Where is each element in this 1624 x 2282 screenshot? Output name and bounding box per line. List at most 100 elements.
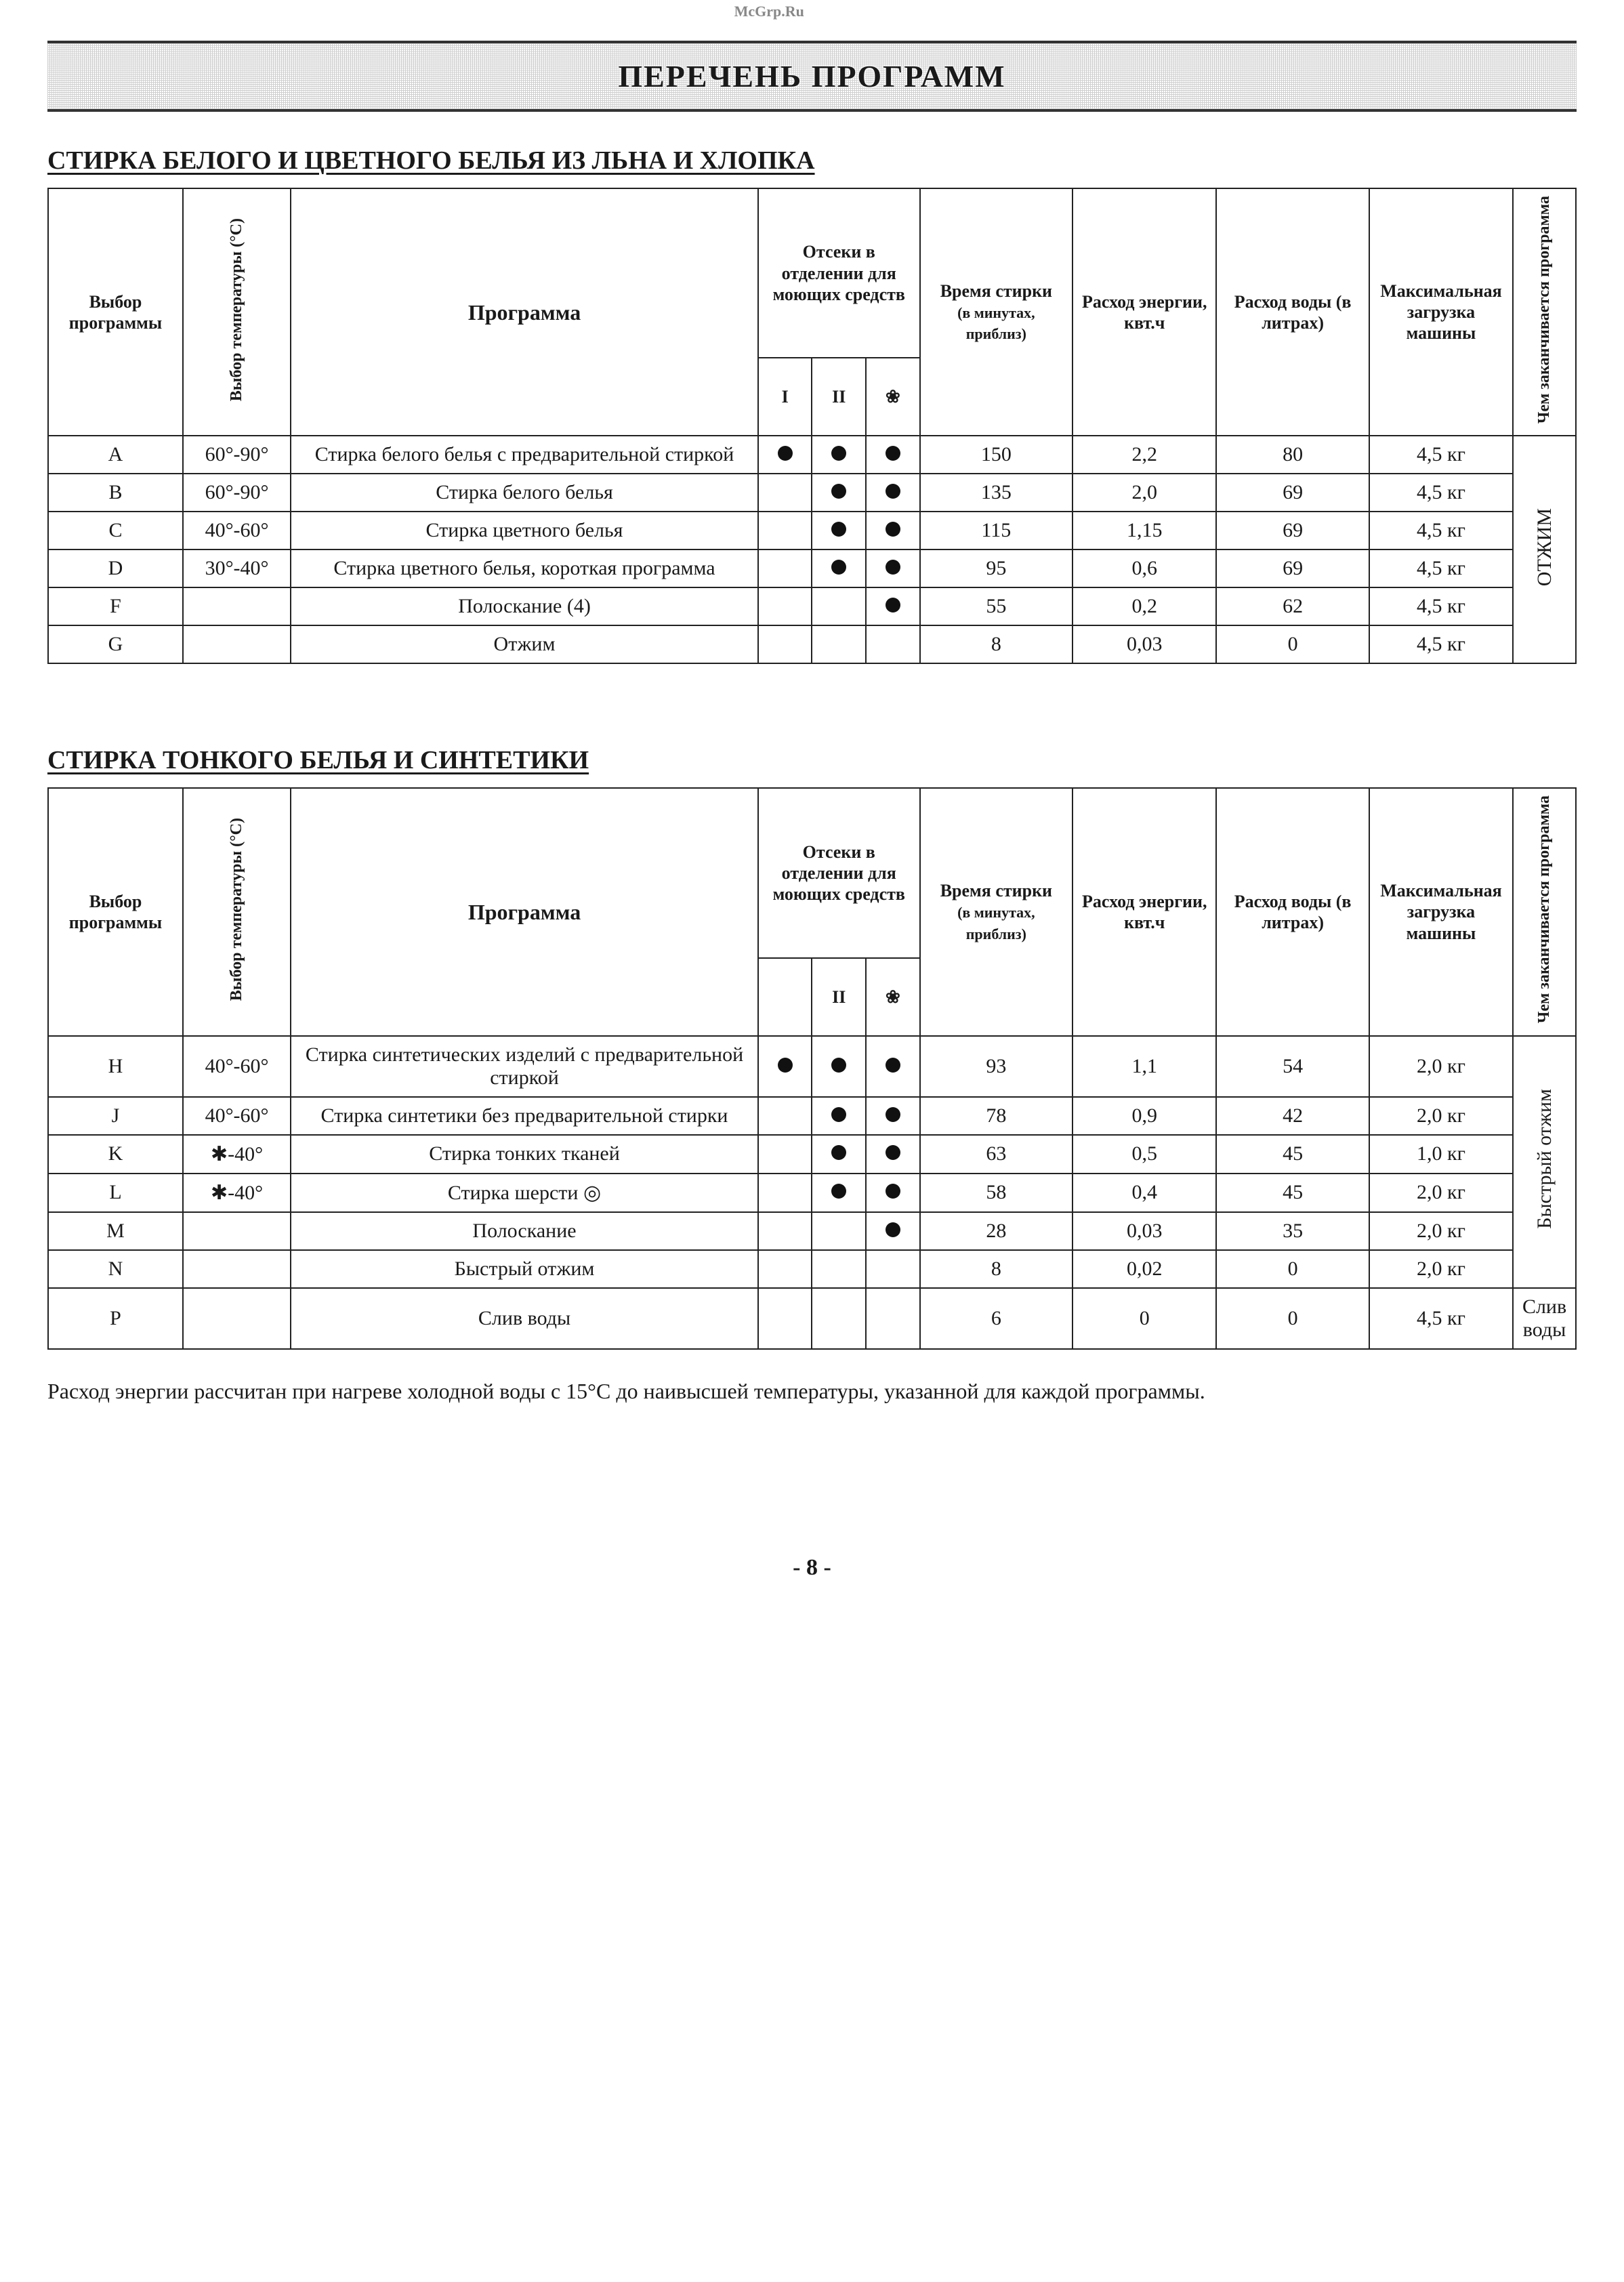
dot-icon: [886, 446, 900, 461]
cell-time: 58: [920, 1174, 1073, 1212]
compartment-cell: [758, 1097, 812, 1135]
dot-icon: [831, 484, 846, 499]
table-row: NБыстрый отжим80,0202,0 кг: [48, 1250, 1576, 1288]
cell-sel: M: [48, 1212, 183, 1250]
dot-icon: [831, 446, 846, 461]
th-prog-sel: Выбор программы: [48, 788, 183, 1035]
page-number: - 8 -: [47, 1555, 1577, 1581]
dot-icon: [886, 1184, 900, 1199]
table-row: C40°-60°Стирка цветного белья1151,15694,…: [48, 512, 1576, 549]
table-header: Выбор программы Выбор температуры (°C) П…: [48, 188, 1576, 436]
compartment-cell: [758, 1288, 812, 1349]
cell-energy: 2,0: [1073, 474, 1216, 512]
dot-icon: [886, 1058, 900, 1073]
th-water: Расход воды (в литрах): [1216, 788, 1369, 1035]
th-compartments: Отсеки в отделении для моющих средств: [758, 188, 920, 358]
cell-sel: G: [48, 625, 183, 663]
cell-sel: H: [48, 1036, 183, 1097]
cell-energy: 0,03: [1073, 1212, 1216, 1250]
th-temp: Выбор температуры (°C): [183, 188, 291, 436]
cell-energy: 2,2: [1073, 436, 1216, 474]
compartment-cell: [866, 512, 920, 549]
dot-icon: [886, 1222, 900, 1237]
cell-time: 93: [920, 1036, 1073, 1097]
section1-heading: СТИРКА БЕЛОГО И ЦВЕТНОГО БЕЛЬЯ ИЗ ЛЬНА И…: [47, 146, 1577, 175]
th-comp-1: McGrp.RuI: [758, 958, 812, 1036]
cell-temp: ✱-40°: [183, 1174, 291, 1212]
cell-load: 1,0 кг: [1369, 1135, 1513, 1174]
footnote-text: Расход энергии рассчитан при нагреве хол…: [47, 1377, 1577, 1406]
th-energy: Расход энергии, квт.ч: [1073, 188, 1216, 436]
cell-prog-name: Отжим: [291, 625, 758, 663]
cell-temp: [183, 1212, 291, 1250]
compartment-cell: [812, 1135, 866, 1174]
compartment-cell: [812, 474, 866, 512]
cell-prog-name: Быстрый отжим: [291, 1250, 758, 1288]
cell-load: 4,5 кг: [1369, 625, 1513, 663]
cell-load: 2,0 кг: [1369, 1174, 1513, 1212]
table-row: J40°-60°Стирка синтетики без предварител…: [48, 1097, 1576, 1135]
cell-time: 8: [920, 625, 1073, 663]
cell-water: 62: [1216, 587, 1369, 625]
dot-icon: [886, 560, 900, 575]
cell-prog-name: Стирка цветного белья, короткая программ…: [291, 549, 758, 587]
th-comp-2: II: [812, 958, 866, 1036]
cell-temp: 40°-60°: [183, 512, 291, 549]
cell-load: 4,5 кг: [1369, 474, 1513, 512]
compartment-cell: [866, 436, 920, 474]
cell-water: 69: [1216, 474, 1369, 512]
compartment-cell: [758, 625, 812, 663]
cell-water: 45: [1216, 1174, 1369, 1212]
dot-icon: [831, 1145, 846, 1160]
cell-prog-name: Стирка шерсти ◎: [291, 1174, 758, 1212]
cell-temp: [183, 1250, 291, 1288]
dot-icon: [886, 1145, 900, 1160]
cell-prog-name: Стирка цветного белья: [291, 512, 758, 549]
compartment-cell: [866, 1036, 920, 1097]
end-cell: Быстрый отжим: [1513, 1036, 1576, 1288]
dot-icon: [886, 1107, 900, 1122]
cell-time: 150: [920, 436, 1073, 474]
cell-temp: [183, 1288, 291, 1349]
cell-water: 69: [1216, 549, 1369, 587]
cell-temp: 30°-40°: [183, 549, 291, 587]
th-comp-1: I: [758, 358, 812, 436]
table-row: G Отжим 80,0304,5 кг: [48, 625, 1576, 663]
compartment-cell: [758, 1036, 812, 1097]
th-comp-3: ❀: [866, 958, 920, 1036]
th-prog-name: Программа: [291, 788, 758, 1035]
cell-temp: ✱-40°: [183, 1135, 291, 1174]
table-row: L✱-40°Стирка шерсти ◎580,4452,0 кг: [48, 1174, 1576, 1212]
table-row: D30°-40°Стирка цветного белья, короткая …: [48, 549, 1576, 587]
cell-temp: [183, 587, 291, 625]
th-water: Расход воды (в литрах): [1216, 188, 1369, 436]
th-time: Время стирки (в минутах, приблиз): [920, 188, 1073, 436]
page-title: ПЕРЕЧЕНЬ ПРОГРАММ: [618, 59, 1005, 94]
table-synthetics: Выбор программы Выбор температуры (°C) П…: [47, 787, 1577, 1349]
compartment-cell: [866, 1212, 920, 1250]
cell-energy: 0,9: [1073, 1097, 1216, 1135]
cell-sel: F: [48, 587, 183, 625]
compartment-cell: [812, 1036, 866, 1097]
cell-temp: 40°-60°: [183, 1036, 291, 1097]
compartment-cell: [812, 512, 866, 549]
cell-time: 55: [920, 587, 1073, 625]
dot-icon: [778, 1058, 793, 1073]
th-prog-sel: Выбор программы: [48, 188, 183, 436]
cell-time: 28: [920, 1212, 1073, 1250]
cell-temp: [183, 625, 291, 663]
th-comp-2: II: [812, 358, 866, 436]
cell-prog-name: Стирка синтетических изделий с предварит…: [291, 1036, 758, 1097]
cell-load: 4,5 кг: [1369, 512, 1513, 549]
compartment-cell: [812, 1212, 866, 1250]
compartment-cell: [758, 474, 812, 512]
compartment-cell: [866, 1097, 920, 1135]
cell-water: 0: [1216, 625, 1369, 663]
flower-icon: ❀: [886, 387, 900, 407]
dot-icon: [886, 598, 900, 613]
compartment-cell: [758, 436, 812, 474]
cell-energy: 0,03: [1073, 625, 1216, 663]
compartment-cell: [758, 512, 812, 549]
compartment-cell: [758, 549, 812, 587]
cell-load: 4,5 кг: [1369, 549, 1513, 587]
